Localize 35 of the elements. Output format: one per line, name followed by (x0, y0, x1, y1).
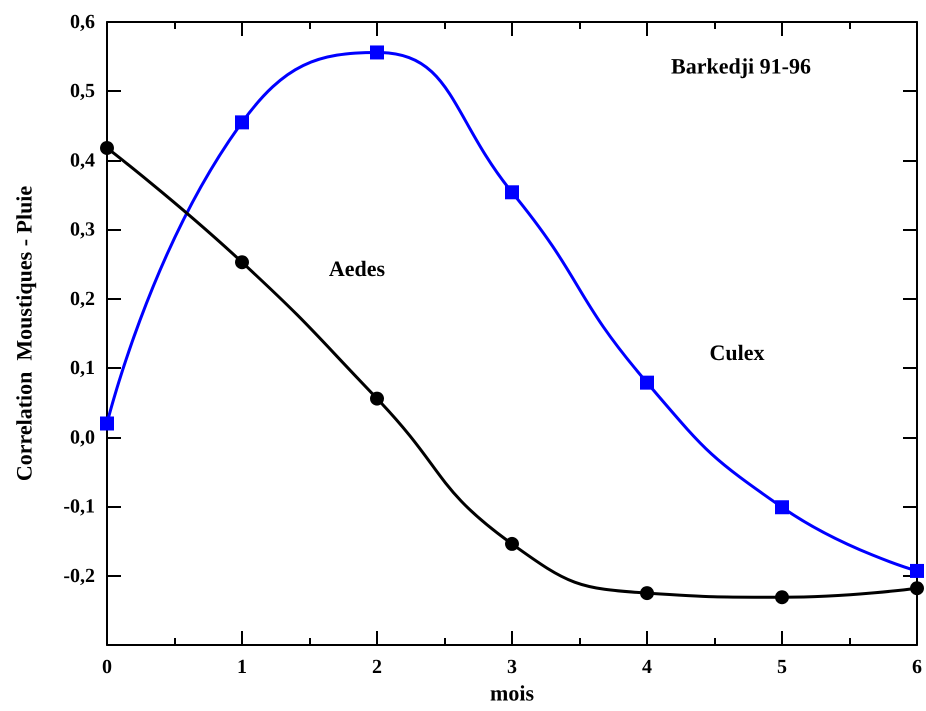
point (370, 45, 384, 60)
y-tick-label: 0,2 (70, 288, 95, 310)
point (910, 564, 924, 578)
point (505, 536, 519, 551)
x-tick-label: 2 (372, 656, 382, 678)
x-tick-label: 4 (642, 656, 652, 678)
y-tick-label: 0,0 (70, 426, 95, 448)
y-tick-label: -0,1 (63, 496, 95, 518)
text: Culex (710, 340, 764, 366)
point (640, 586, 654, 600)
y-tick-label: 0,3 (70, 218, 95, 241)
x-tick-label: 3 (507, 656, 517, 678)
point (775, 500, 789, 514)
point (235, 115, 249, 130)
x-tick-label: 5 (777, 656, 787, 678)
y-tick-label: -0,2 (63, 564, 95, 587)
x-axis-title: mois (490, 680, 534, 706)
y-tick-label: 0,1 (70, 357, 95, 380)
x-tick-label: 1 (237, 656, 247, 678)
y-tick-label: 0,5 (70, 80, 95, 102)
point (910, 581, 924, 596)
point (100, 140, 114, 155)
text: Barkedji 91-96 (671, 54, 812, 78)
point (100, 416, 114, 430)
point (370, 392, 384, 406)
point (775, 590, 789, 604)
point (505, 185, 519, 200)
text: Aedes (328, 256, 386, 282)
point (640, 376, 654, 390)
x-tick-label: 0 (102, 656, 112, 678)
y-axis-title: Correlation Moustiques - Pluie (12, 186, 36, 482)
x-tick-label: 6 (912, 656, 922, 678)
y-tick-label: 0,6 (70, 11, 95, 33)
point (235, 255, 249, 270)
y-tick-label: 0,4 (70, 149, 95, 172)
